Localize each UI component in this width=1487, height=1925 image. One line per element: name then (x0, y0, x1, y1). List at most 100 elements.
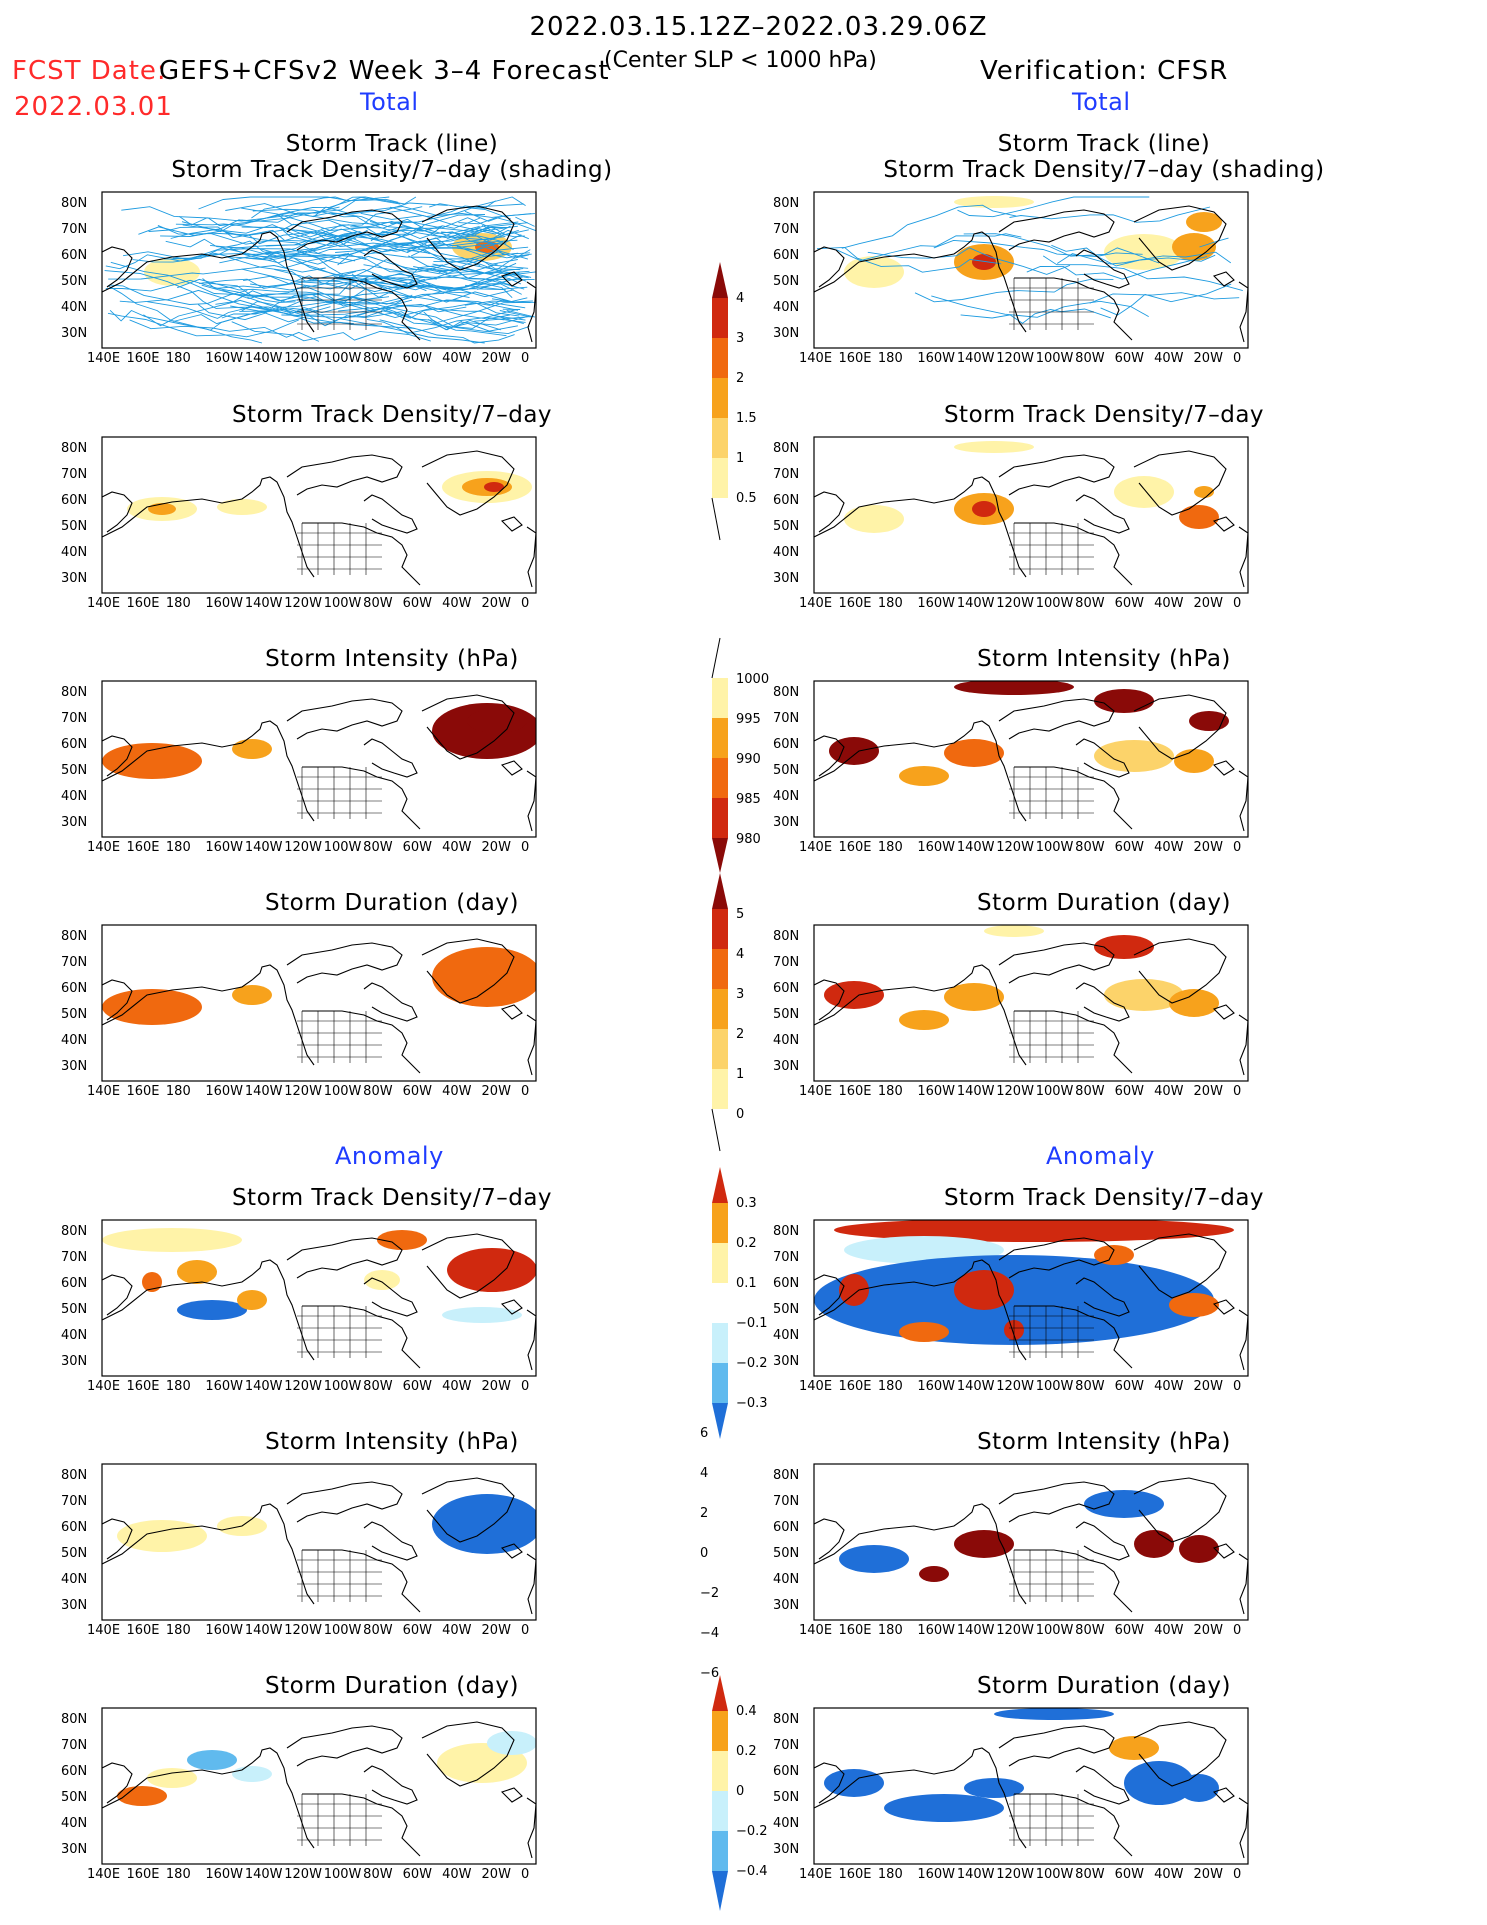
shading-patch (1104, 234, 1184, 270)
criterion-text: (Center SLP < 1000 hPa) (604, 48, 877, 73)
panel-title: Storm Duration (day) (265, 1673, 519, 1699)
shading-patch (1194, 486, 1214, 498)
lat-tick-label: 60N (773, 493, 800, 508)
lon-tick-label: 40W (1154, 1084, 1184, 1099)
lon-tick-label: 40W (1154, 840, 1184, 855)
panel-title: Storm Intensity (hPa) (977, 646, 1231, 672)
colorbar-tick-label: 1000 (736, 672, 770, 687)
panel-title: Storm Track (line) (285, 131, 499, 157)
lon-tick-label: 20W (481, 840, 511, 855)
lon-tick-label: 40W (1154, 1867, 1184, 1882)
lat-tick-label: 70N (773, 1250, 800, 1265)
lat-tick-label: 40N (61, 1328, 88, 1343)
shading-patch (954, 1270, 1014, 1310)
colorbar-tick-label: 0 (700, 1546, 709, 1561)
lon-tick-label: 0 (521, 1379, 530, 1394)
fcst-date-label: FCST Date: (12, 56, 167, 86)
lon-tick-label: 20W (481, 351, 511, 366)
lon-tick-label: 20W (1193, 351, 1223, 366)
lat-tick-label: 30N (773, 1354, 800, 1369)
lon-tick-label: 180 (165, 1379, 191, 1394)
shading-patch (994, 1708, 1114, 1720)
shading-patch (1094, 1245, 1134, 1265)
lon-tick-label: 20W (481, 1084, 511, 1099)
map-frame (101, 436, 537, 594)
shading-patch (1124, 1761, 1194, 1805)
lon-tick-label: 100W (1035, 1084, 1074, 1099)
colorbar-tick-label: −0.3 (736, 1396, 768, 1411)
lon-tick-label: 0 (521, 351, 530, 366)
lon-tick-label: 140W (956, 351, 995, 366)
lat-tick-label: 40N (61, 1033, 88, 1048)
lat-tick-label: 40N (773, 1572, 800, 1587)
lon-tick-label: 140E (799, 1084, 833, 1099)
lon-tick-label: 40W (442, 351, 472, 366)
shading-patch (919, 1566, 949, 1582)
colorbar-tick-label: 0.3 (736, 1196, 757, 1211)
lat-tick-label: 80N (61, 929, 88, 944)
lat-tick-label: 40N (61, 1572, 88, 1587)
lon-tick-label: 80W (363, 351, 393, 366)
lat-tick-label: 40N (773, 300, 800, 315)
lon-tick-label: 120W (996, 840, 1034, 855)
lon-tick-label: 60W (402, 1867, 433, 1882)
lon-tick-label: 80W (1075, 351, 1105, 366)
colorbar-tick-label: 0.5 (736, 491, 757, 506)
lat-tick-label: 60N (773, 737, 800, 752)
shading-patch (1186, 212, 1222, 232)
lon-tick-label: 160E (838, 351, 872, 366)
lon-tick-label: 20W (481, 1623, 511, 1638)
lon-tick-label: 40W (442, 1623, 472, 1638)
lat-tick-label: 80N (773, 1468, 800, 1483)
colorbar-tick-label: 6 (700, 1426, 709, 1441)
lon-tick-label: 120W (284, 1379, 322, 1394)
colorbar-tick-label: 1 (736, 1067, 745, 1082)
lon-tick-label: 140W (244, 351, 283, 366)
colorbar-tick-label: −0.4 (736, 1864, 768, 1879)
lon-tick-label: 120W (284, 1867, 322, 1882)
lon-tick-label: 100W (323, 1379, 362, 1394)
lon-tick-label: 160E (838, 840, 872, 855)
panel-title: Storm Track Density/7–day (231, 402, 553, 428)
lat-tick-label: 80N (773, 441, 800, 456)
map-frame (813, 924, 1249, 1082)
colorbar-tick-label: 0.4 (736, 1704, 757, 1719)
shading-patch (814, 1255, 1214, 1345)
lat-tick-label: 50N (61, 1546, 88, 1561)
lat-tick-label: 60N (61, 1276, 88, 1291)
shading-patch (147, 1768, 197, 1788)
lat-tick-label: 50N (773, 1007, 800, 1022)
shading-patch (844, 505, 904, 533)
panel-title: Storm Track Density/7–day (943, 1185, 1265, 1211)
colorbar-intensity-total (711, 637, 728, 873)
lon-tick-label: 80W (1075, 1379, 1105, 1394)
lon-tick-label: 140E (799, 351, 833, 366)
colorbar-tick-label: 0.1 (736, 1276, 757, 1291)
lon-tick-label: 180 (877, 1867, 903, 1882)
lon-tick-label: 180 (877, 1379, 903, 1394)
lat-tick-label: 50N (61, 519, 88, 534)
lon-tick-label: 40W (442, 596, 472, 611)
shading-patch (899, 766, 949, 786)
colorbar-tick-label: −0.2 (736, 1356, 768, 1371)
lat-tick-label: 30N (61, 815, 88, 830)
lon-tick-label: 140W (244, 596, 283, 611)
section-total-left: Total (360, 88, 419, 116)
lon-tick-label: 60W (402, 1084, 433, 1099)
shading-patch (102, 1228, 242, 1252)
map-frame (101, 1707, 537, 1865)
shading-patch (232, 1766, 272, 1782)
lat-tick-label: 60N (61, 981, 88, 996)
lat-tick-label: 80N (61, 1468, 88, 1483)
map-frame (813, 191, 1249, 349)
lon-tick-label: 0 (1233, 840, 1242, 855)
lon-tick-label: 140E (87, 840, 121, 855)
lat-tick-label: 70N (773, 222, 800, 237)
lon-tick-label: 140W (956, 840, 995, 855)
lat-tick-label: 50N (773, 763, 800, 778)
lon-tick-label: 140W (244, 1084, 283, 1099)
lat-tick-label: 70N (61, 1250, 88, 1265)
lat-tick-label: 50N (773, 519, 800, 534)
lon-tick-label: 100W (323, 1623, 362, 1638)
shading-patch (954, 681, 1074, 695)
